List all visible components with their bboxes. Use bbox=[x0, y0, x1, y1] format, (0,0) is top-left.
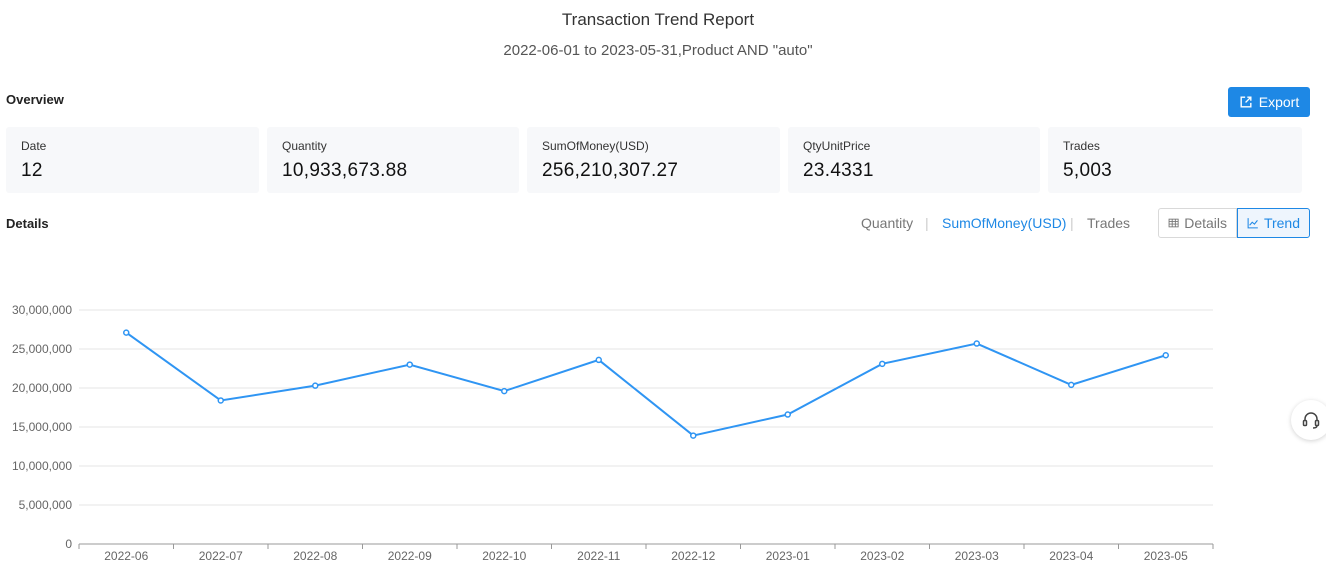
y-tick-label: 5,000,000 bbox=[19, 498, 73, 512]
table-icon bbox=[1168, 218, 1179, 228]
x-tick-label: 2023-04 bbox=[1049, 549, 1093, 563]
export-label: Export bbox=[1258, 94, 1300, 110]
card-label: QtyUnitPrice bbox=[803, 139, 871, 153]
x-tick-label: 2022-06 bbox=[104, 549, 148, 563]
x-tick-label: 2022-12 bbox=[671, 549, 715, 563]
x-tick-label: 2022-10 bbox=[482, 549, 526, 563]
data-point bbox=[784, 411, 791, 418]
view-toggle: Details Trend bbox=[1158, 208, 1310, 238]
report-title: Transaction Trend Report bbox=[561, 10, 755, 29]
y-tick-label: 10,000,000 bbox=[12, 459, 72, 473]
card-qty-unit-price: QtyUnitPrice 23.4331 bbox=[788, 127, 1040, 193]
customer-support-button[interactable] bbox=[1291, 400, 1326, 440]
data-point bbox=[973, 340, 980, 347]
data-point bbox=[217, 397, 224, 404]
headset-icon bbox=[1302, 412, 1320, 429]
x-tick-label: 2022-11 bbox=[577, 549, 620, 563]
x-tick-label: 2023-01 bbox=[766, 549, 810, 563]
y-tick-label: 0 bbox=[65, 537, 72, 551]
line-chart-icon bbox=[1247, 218, 1258, 229]
trend-view-button[interactable]: Trend bbox=[1237, 208, 1310, 238]
x-tick-label: 2022-07 bbox=[199, 549, 243, 563]
external-link-icon bbox=[1240, 96, 1252, 108]
card-label: Trades bbox=[1063, 139, 1100, 153]
tab-separator: | bbox=[1070, 215, 1074, 231]
details-label: Details bbox=[6, 216, 49, 231]
card-value: 23.4331 bbox=[803, 160, 874, 181]
data-point bbox=[1162, 351, 1169, 359]
tab-separator: | bbox=[925, 215, 929, 231]
card-sum-of-money: SumOfMoney(USD) 256,210,307.27 bbox=[527, 127, 780, 193]
card-value: 10,933,673.88 bbox=[282, 160, 408, 181]
trend-view-label: Trend bbox=[1263, 215, 1300, 231]
card-value: 12 bbox=[21, 160, 43, 181]
data-point bbox=[406, 361, 413, 368]
data-point bbox=[123, 329, 130, 336]
y-tick-label: 25,000,000 bbox=[12, 342, 72, 356]
data-point bbox=[1068, 381, 1075, 389]
x-tick-label: 2023-02 bbox=[860, 549, 904, 563]
y-tick-label: 20,000,000 bbox=[12, 381, 72, 395]
card-value: 5,003 bbox=[1063, 160, 1113, 181]
y-tick-label: 15,000,000 bbox=[12, 420, 72, 434]
data-point bbox=[312, 382, 319, 389]
x-tick-label: 2023-03 bbox=[955, 549, 999, 563]
tab-trades[interactable]: Trades bbox=[1087, 215, 1131, 231]
report-subtitle: 2022-06-01 to 2023-05-31,Product AND "au… bbox=[503, 42, 813, 59]
x-tick-label: 2023-05 bbox=[1144, 549, 1188, 563]
data-point bbox=[595, 356, 602, 364]
card-value: 256,210,307.27 bbox=[542, 160, 679, 181]
y-tick-label: 30,000,000 bbox=[12, 303, 72, 317]
tab-sum-of-money[interactable]: SumOfMoney(USD) bbox=[942, 215, 1067, 231]
x-tick-label: 2022-09 bbox=[388, 549, 432, 563]
card-trades: Trades 5,003 bbox=[1048, 127, 1302, 193]
tab-quantity[interactable]: Quantity bbox=[861, 215, 914, 231]
data-point bbox=[690, 432, 697, 439]
card-label: Date bbox=[21, 139, 47, 153]
x-tick-label: 2022-08 bbox=[293, 549, 337, 563]
series-line bbox=[125, 331, 1167, 437]
data-point bbox=[879, 360, 886, 368]
trend-chart: 0 5,000,000 10,000,000 15,000,000 20,000,000… bbox=[12, 303, 1214, 563]
details-view-button[interactable]: Details bbox=[1158, 208, 1237, 238]
export-button[interactable]: Export bbox=[1228, 87, 1310, 117]
card-label: Quantity bbox=[282, 139, 327, 153]
card-label: SumOfMoney(USD) bbox=[542, 139, 649, 153]
data-point bbox=[501, 387, 508, 395]
overview-label: Overview bbox=[6, 92, 64, 107]
details-view-label: Details bbox=[1184, 215, 1227, 231]
card-date: Date 12 bbox=[6, 127, 259, 193]
card-quantity: Quantity 10,933,673.88 bbox=[267, 127, 519, 193]
